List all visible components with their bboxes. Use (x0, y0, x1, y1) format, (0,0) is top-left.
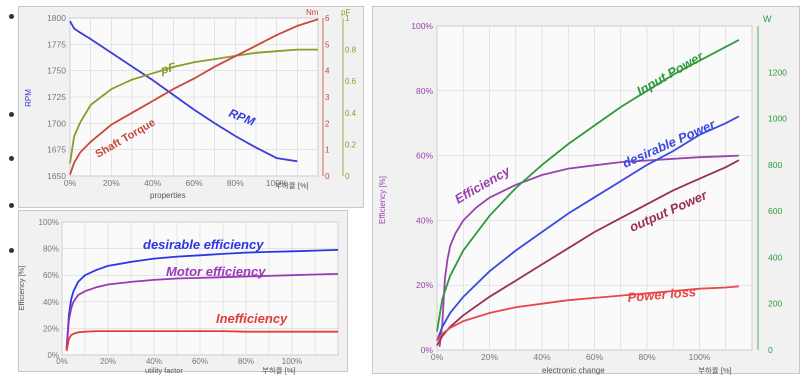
y2-tick-label: 1 (325, 146, 330, 155)
bullet-marker (9, 14, 14, 19)
series-line-input-power (436, 39, 740, 332)
y-tick-label: 1650 (47, 171, 66, 181)
y-tick-label: 20% (416, 280, 433, 290)
series-line-motor-efficiency (65, 273, 339, 350)
y-tick-label: 0% (421, 345, 434, 355)
series-line-desirable-efficiency (65, 249, 339, 349)
x-tick-label: 40% (146, 357, 162, 366)
x-tick-label: 40% (144, 178, 161, 188)
y-tick-label: 40% (43, 298, 59, 307)
series-line-power-loss (436, 285, 739, 342)
x-tick-label: 60% (586, 352, 603, 362)
x-tick-label: 0% (431, 352, 444, 362)
y3-tick-label: 1 (345, 14, 350, 23)
series-line-pf (69, 48, 318, 164)
y2-tick-label: 2 (325, 119, 330, 128)
x-tick-label: 60% (185, 178, 202, 188)
y3-axis-label: pF (341, 8, 350, 17)
bullet-marker (9, 156, 14, 161)
bullet-marker (9, 112, 14, 117)
y-tick-label: 1775 (47, 39, 66, 49)
x-unit-label: 부하율 [%] (698, 365, 732, 375)
y2-tick-label: 3 (325, 93, 330, 102)
y-tick-label: 1750 (47, 66, 66, 76)
y-tick-label: 80% (416, 86, 433, 96)
y-tick-label: 0% (47, 351, 59, 360)
x-tick-label: 20% (481, 352, 498, 362)
x-tick-label: 80% (638, 352, 655, 362)
y3-tick-label: 0.6 (345, 77, 357, 86)
x-unit-label: 부하율 [%] (262, 365, 296, 375)
x-tick-label: 0% (56, 357, 68, 366)
bullet-marker (9, 248, 14, 253)
series-line-efficiency (438, 154, 739, 347)
series-line-output-power (436, 159, 740, 346)
y3-tick-label: 0.4 (345, 109, 357, 118)
y-tick-label: 60% (43, 271, 59, 280)
series-label-pf: pF (158, 60, 177, 78)
series-line-desirable-power (436, 115, 740, 342)
y-axis-label: Efficiency [%] (17, 266, 26, 311)
y3-tick-label: 0 (345, 172, 350, 181)
bullet-marker (9, 203, 14, 208)
series-label-desirable-efficiency: desirable efficiency (143, 237, 264, 252)
y2-tick-label: 5 (325, 40, 330, 49)
series-line-inefficiency (65, 330, 338, 352)
x-tick-label: 20% (100, 357, 116, 366)
y-tick-label: 20% (43, 324, 59, 333)
y3-tick-label: 0.2 (345, 140, 357, 149)
x-tick-label: 20% (103, 178, 120, 188)
y-tick-label: 100% (411, 21, 433, 31)
y-tick-label: 100% (39, 218, 59, 227)
x-tick-label: 0% (64, 178, 77, 188)
x-unit-label: 부하율 [%] (275, 180, 309, 190)
x-tick-label: 100% (689, 352, 711, 362)
x-tick-label: 40% (533, 352, 550, 362)
y2-tick-label: 400 (768, 252, 782, 262)
x-axis-label: properties (150, 191, 186, 200)
y-tick-label: 60% (416, 151, 433, 161)
y2-tick-label: 200 (768, 299, 782, 309)
y2-tick-label: 4 (325, 67, 330, 76)
x-tick-label: 60% (192, 357, 208, 366)
series-label-power-loss: Power loss (627, 284, 697, 305)
series-line-shaft-torque (69, 18, 319, 175)
series-label-motor-efficiency: Motor efficiency (166, 264, 266, 279)
y2-axis-label: Nm (306, 8, 319, 17)
x-tick-label: 80% (227, 178, 244, 188)
x-tick-label: 100% (266, 178, 288, 188)
y-tick-label: 1725 (47, 92, 66, 102)
series-label-inefficiency: Inefficiency (216, 311, 288, 326)
y2-tick-label: 800 (768, 160, 782, 170)
y3-tick-label: 0.8 (345, 46, 357, 55)
y2-tick-label: 1000 (768, 114, 787, 124)
y2-tick-label: 600 (768, 206, 782, 216)
y-axis-label: Efficiency [%] (378, 176, 387, 224)
x-tick-label: 100% (282, 357, 302, 366)
y-tick-label: 1800 (47, 13, 66, 23)
y2-tick-label: 6 (325, 14, 330, 23)
y-tick-label: 40% (416, 215, 433, 225)
y-tick-label: 80% (43, 245, 59, 254)
y2-tick-label: 1200 (768, 67, 787, 77)
y-axis-label: RPM (24, 89, 33, 107)
y2-tick-label: 0 (325, 172, 330, 181)
y-tick-label: 1675 (47, 145, 66, 155)
x-axis-label: utility factor (145, 366, 183, 375)
y2-tick-label: 0 (768, 345, 773, 355)
x-axis-label: electronic change (542, 366, 605, 375)
y2-axis-label: W (763, 14, 772, 24)
series-line-rpm (69, 20, 298, 163)
y-tick-label: 1700 (47, 118, 66, 128)
x-tick-label: 80% (238, 357, 254, 366)
